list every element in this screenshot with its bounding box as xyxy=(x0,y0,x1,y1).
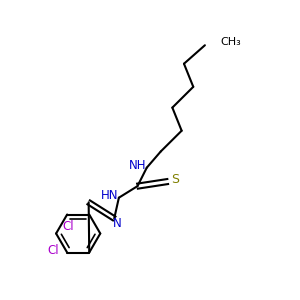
Text: CH₃: CH₃ xyxy=(220,37,241,47)
Text: NH: NH xyxy=(129,159,146,172)
Text: HN: HN xyxy=(101,189,118,202)
Text: Cl: Cl xyxy=(47,244,59,257)
Text: Cl: Cl xyxy=(62,220,74,232)
Text: S: S xyxy=(171,173,179,186)
Text: N: N xyxy=(113,217,122,230)
